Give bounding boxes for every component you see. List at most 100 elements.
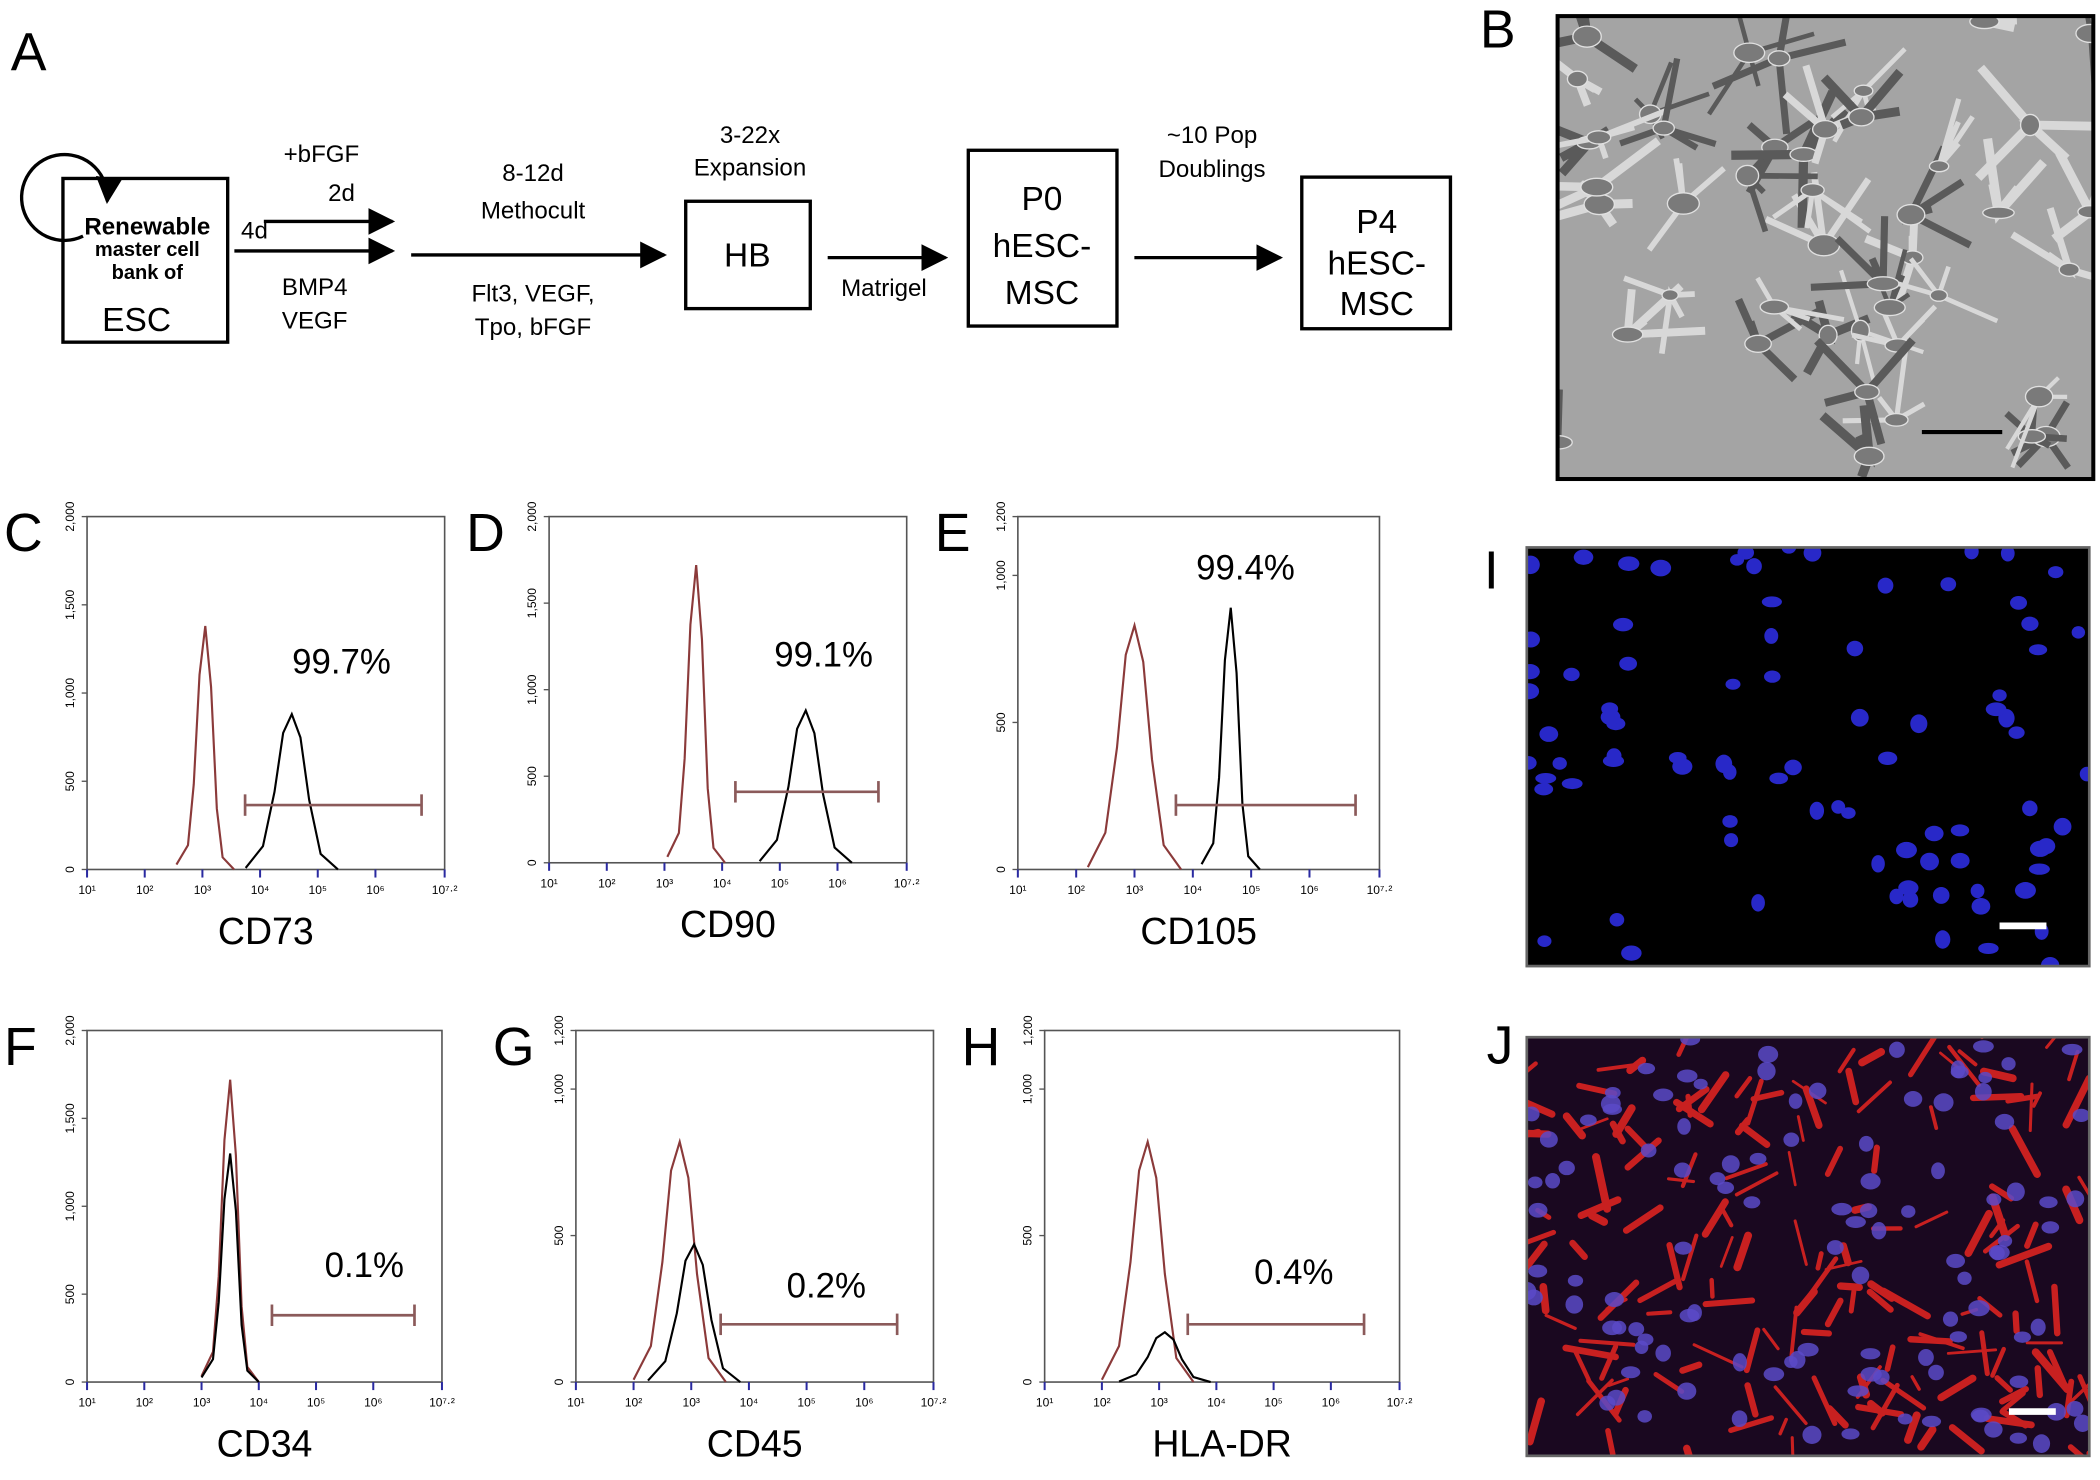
nucleus (1526, 555, 1540, 575)
x-tick-label: 10⁷·² (1367, 883, 1393, 897)
nucleus (1950, 1060, 1966, 1079)
filament (1575, 1378, 1614, 1417)
p4-box (1300, 175, 1453, 331)
nucleus (1831, 1202, 1853, 1216)
nucleus (1846, 640, 1864, 657)
box-text: hESC- (1327, 246, 1426, 283)
gate-annotation: 0.4% (1254, 1253, 1333, 1292)
cell-body (1735, 164, 1760, 187)
y-tick-label: 500 (994, 712, 1008, 732)
y-tick-label: 2,000 (63, 1015, 77, 1045)
histogram-line (244, 711, 339, 871)
nucleus (1889, 888, 1904, 905)
x-tick-label: 10² (1093, 1396, 1110, 1410)
filament (1946, 1348, 1998, 1355)
filament (1837, 1047, 1856, 1074)
filament (1800, 1328, 1832, 1337)
gate-annotation: 99.1% (774, 636, 873, 675)
x-tick-label: 10⁶ (1322, 1396, 1340, 1410)
plot-frame (1043, 1029, 1401, 1383)
cell-body (1811, 119, 1839, 139)
nucleus (1808, 1082, 1827, 1100)
filament (1980, 1037, 1984, 1040)
step-text: Methocult (481, 197, 586, 224)
step-text: VEGF (282, 307, 348, 334)
panel-label: J (1487, 1015, 1514, 1075)
x-tick-label: 10¹ (78, 883, 95, 897)
filament (1719, 1236, 1734, 1268)
x-tick-label: 10² (598, 876, 615, 890)
y-tick-label: 1,000 (1021, 1074, 1035, 1104)
x-tick-label: 10³ (656, 876, 673, 890)
nucleus (1620, 1366, 1641, 1379)
nucleus (1607, 1389, 1626, 1406)
nucleus (1997, 1234, 2013, 1247)
nucleus (1978, 1071, 1993, 1084)
box-text: Renewable (84, 213, 210, 240)
panel-label: H (962, 1017, 1001, 1077)
x-axis-label: HLA-DR (1152, 1422, 1292, 1464)
nucleus (1784, 759, 1802, 776)
y-tick-label: 1,000 (552, 1074, 566, 1104)
step-text: Expansion (694, 154, 806, 181)
x-tick-label: 10¹ (540, 876, 557, 890)
filament (1848, 1288, 1857, 1314)
filament (1858, 1047, 1886, 1067)
filament (1685, 1093, 1693, 1118)
filament (1599, 1343, 1619, 1381)
nucleus (1613, 617, 1634, 632)
nucleus (2010, 596, 2028, 610)
nucleus (1970, 1407, 1992, 1422)
nucleus (2009, 1432, 2027, 1444)
histogram-line (1086, 621, 1183, 871)
nucleus (1933, 1093, 1954, 1112)
nucleus (1609, 912, 1625, 927)
filament (1867, 1399, 1886, 1417)
filament (1880, 1377, 1927, 1411)
filament (1666, 1242, 1683, 1291)
filament (1681, 1233, 1699, 1282)
y-tick-label: 2,000 (63, 501, 77, 531)
y-tick-label: 0 (525, 859, 539, 866)
filament (1578, 1338, 1636, 1347)
filament (1999, 1408, 2029, 1429)
p0-box (966, 148, 1119, 328)
filament (1544, 1313, 1577, 1330)
filament (2045, 1037, 2057, 1049)
nucleus (1803, 547, 1822, 562)
nucleus (2006, 1182, 2025, 1202)
panel-label: I (1484, 540, 1499, 600)
panel-label: F (4, 1017, 37, 1077)
filament (1683, 1444, 1693, 1456)
cell-body (2077, 205, 2094, 219)
histogram-line (1118, 1330, 1211, 1384)
nucleus (1693, 1078, 1708, 1090)
filament (1733, 1231, 1753, 1272)
filament (1793, 1219, 1808, 1266)
x-tick-label: 10³ (194, 883, 211, 897)
cell-body (1969, 16, 2000, 30)
step-text: ~10 Pop (1167, 122, 1257, 149)
nucleus (1567, 1274, 1584, 1287)
nucleus (1888, 1041, 1905, 1058)
cell-body (1853, 446, 1885, 467)
filament (1709, 1277, 1715, 1299)
nucleus (2000, 547, 2015, 562)
box-text: ESC (102, 302, 171, 339)
nucleus (2041, 1221, 2060, 1234)
nucleus (1668, 752, 1687, 764)
filament (1526, 1099, 1556, 1118)
filament (2046, 1349, 2070, 1393)
x-tick-label: 10⁶ (366, 883, 384, 897)
filament (1526, 1229, 1557, 1245)
y-tick-label: 500 (525, 766, 539, 786)
nucleus (1964, 547, 1979, 560)
gate-annotation: 0.1% (325, 1246, 404, 1285)
x-tick-label: 10⁵ (307, 1396, 325, 1410)
nucleus (1788, 1093, 1803, 1109)
nucleus (1758, 1045, 1779, 1063)
cell-body (2019, 113, 2041, 137)
plot-frame (548, 515, 908, 864)
filament (1839, 1242, 1852, 1267)
histogram-line (647, 1241, 741, 1383)
